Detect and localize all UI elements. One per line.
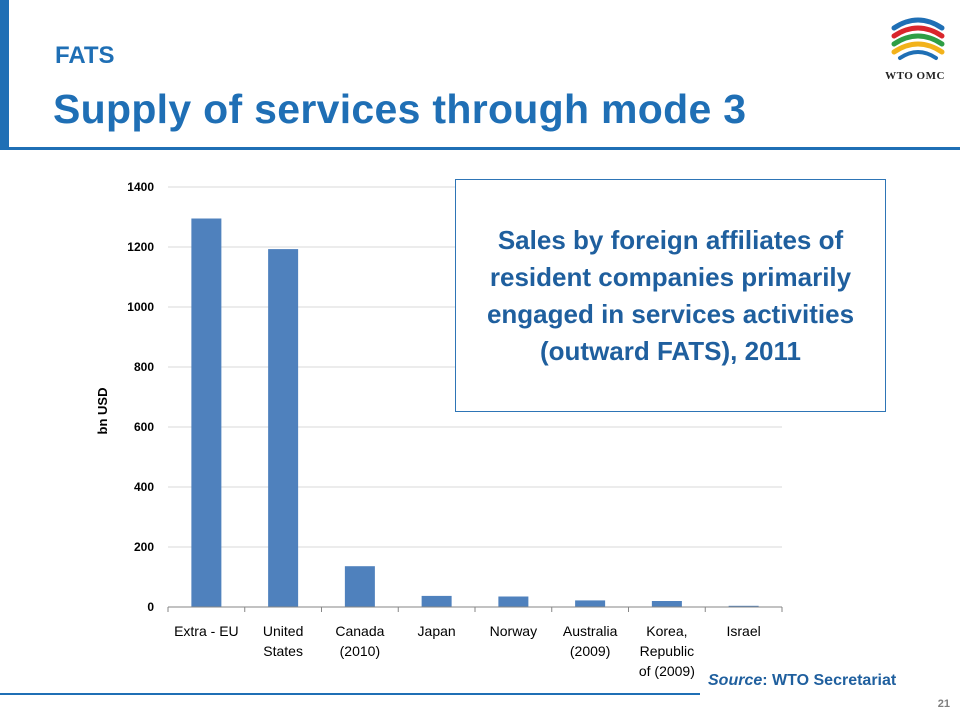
- chart-axes: [167, 606, 783, 612]
- x-tick-label: Canada (2010): [335, 623, 384, 659]
- bar-6: [651, 601, 682, 607]
- logo-text: WTO OMC: [885, 70, 945, 82]
- x-tick-label: Norway: [490, 623, 537, 639]
- x-tick-label: United States: [263, 623, 303, 659]
- y-tick-label: 800: [134, 360, 154, 374]
- x-tick-label: Australia (2009): [563, 623, 618, 659]
- x-tick-label: Japan: [418, 623, 456, 639]
- chart-y-tick-labels: 0 200 400 600 800 1000 1200 1400: [127, 180, 154, 614]
- wto-logo-icon: [891, 17, 945, 60]
- bar-7: [728, 605, 759, 607]
- y-tick-label: 1200: [127, 240, 154, 254]
- accent-bar: [0, 0, 9, 148]
- source-note: Source: WTO Secretariat: [708, 672, 896, 690]
- bar-2: [344, 566, 375, 607]
- y-tick-label: 0: [147, 600, 154, 614]
- source-text: : WTO Secretariat: [762, 672, 897, 689]
- bar-5: [575, 600, 606, 607]
- bar-4: [498, 596, 529, 607]
- y-tick-label: 1400: [127, 180, 154, 194]
- y-tick-label: 200: [134, 540, 154, 554]
- chart-x-tick-labels: Extra - EU United States Canada (2010) Japan N…: [174, 623, 761, 679]
- y-tick-label: 600: [134, 420, 154, 434]
- y-tick-label: 400: [134, 480, 154, 494]
- footer-rule: [0, 693, 700, 695]
- chart-bars: [191, 218, 759, 607]
- x-tick-label: Korea, Republic of (2009): [639, 623, 695, 679]
- chart-callout: Sales by foreign affiliates of resident …: [455, 179, 886, 412]
- slide-kicker: FATS: [55, 42, 115, 69]
- slide-number: 21: [937, 698, 950, 710]
- bar-1: [268, 249, 299, 607]
- header-rule: [0, 147, 960, 150]
- bar-0: [191, 218, 222, 607]
- source-label: Source: [708, 672, 763, 689]
- x-tick-label: Extra - EU: [174, 623, 239, 639]
- x-tick-label: Israel: [727, 623, 761, 639]
- bar-3: [421, 595, 452, 607]
- slide-title: Supply of services through mode 3: [53, 86, 747, 132]
- y-tick-label: 1000: [127, 300, 154, 314]
- y-axis-label: bn USD: [95, 388, 110, 435]
